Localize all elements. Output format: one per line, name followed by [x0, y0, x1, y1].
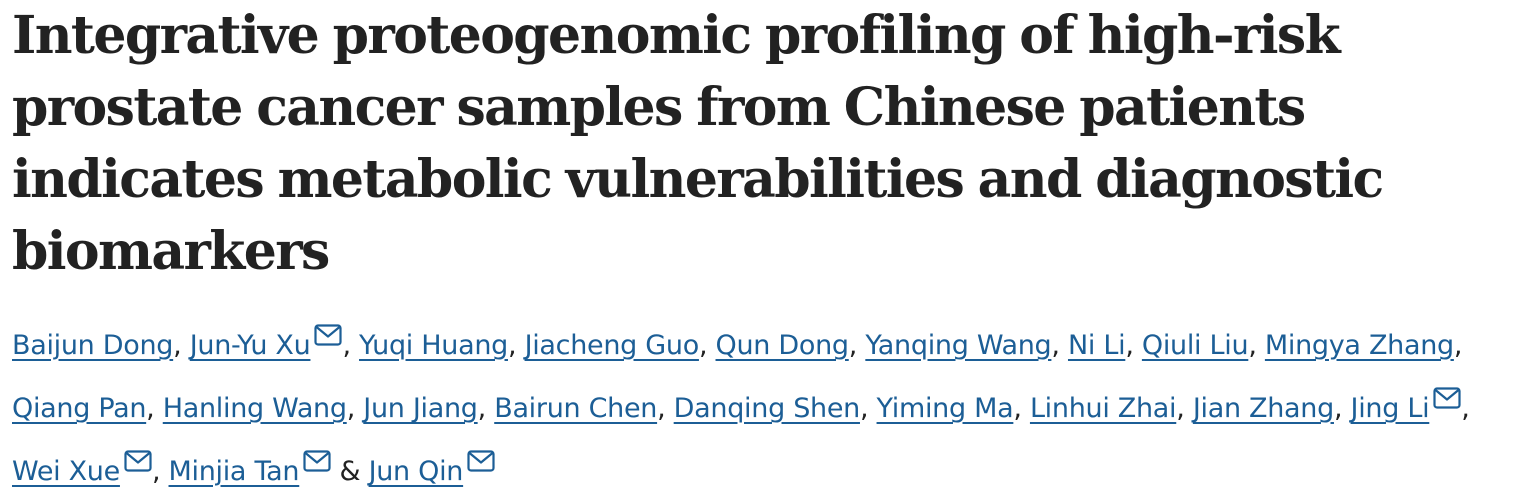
author-separator: ,: [346, 393, 364, 424]
author-link[interactable]: Baijun Dong: [12, 330, 174, 361]
author-link[interactable]: Qiang Pan: [12, 393, 147, 424]
author-separator: ,: [477, 393, 495, 424]
author-link[interactable]: Hanling Wang: [162, 393, 347, 424]
author-separator: ,: [698, 330, 716, 361]
author-separator: ,: [657, 393, 674, 424]
author-separator: ,: [1461, 393, 1470, 424]
author-link[interactable]: Jing Li: [1350, 393, 1430, 424]
author-separator: ,: [1333, 393, 1351, 424]
author-link[interactable]: Jun-Yu Xu: [189, 330, 311, 361]
author-separator: ,: [1453, 330, 1463, 361]
envelope-icon[interactable]: [467, 450, 495, 472]
author-separator: ,: [1176, 393, 1193, 424]
envelope-icon[interactable]: [1433, 387, 1461, 409]
author-link[interactable]: Ni Li: [1067, 330, 1126, 361]
author-separator: ,: [173, 330, 190, 361]
author-separator: ,: [859, 393, 877, 424]
article-header: Integrative proteogenomic profiling of h…: [12, 0, 1517, 503]
author-link[interactable]: Yanqing Wang: [865, 330, 1052, 361]
author-separator: ,: [507, 330, 525, 361]
author-separator: ,: [1051, 330, 1068, 361]
author-separator: ,: [1013, 393, 1030, 424]
author-separator: ,: [1125, 330, 1142, 361]
article-title: Integrative proteogenomic profiling of h…: [12, 5, 1384, 282]
envelope-icon[interactable]: [303, 450, 331, 472]
author-separator: ,: [848, 330, 866, 361]
author-link[interactable]: Yiming Ma: [876, 393, 1014, 424]
author-separator: ,: [342, 330, 360, 361]
author-link[interactable]: Wei Xue: [12, 456, 120, 487]
author-link[interactable]: Yuqi Huang: [359, 330, 508, 361]
author-link[interactable]: Jiacheng Guo: [524, 330, 700, 361]
author-link[interactable]: Minjia Tan: [168, 456, 300, 487]
author-separator: ,: [151, 456, 169, 487]
author-link[interactable]: Bairun Chen: [494, 393, 658, 424]
author-link[interactable]: Jian Zhang: [1192, 393, 1334, 424]
author-conjunction: &: [331, 456, 369, 487]
author-link[interactable]: Jun Qin: [368, 456, 464, 487]
author-separator: ,: [1248, 330, 1265, 361]
author-link[interactable]: Danqing Shen: [673, 393, 861, 424]
author-link[interactable]: Qiuli Liu: [1141, 330, 1249, 361]
envelope-icon[interactable]: [314, 324, 343, 346]
envelope-icon[interactable]: [124, 450, 152, 472]
author-link[interactable]: Qun Dong: [715, 330, 850, 361]
author-link[interactable]: Jun Jiang: [363, 393, 478, 424]
author-list: Baijun Dong, Jun-Yu Xu, Yuqi Huang, Jiac…: [12, 314, 1517, 503]
author-link[interactable]: Mingya Zhang: [1264, 330, 1454, 361]
author-link[interactable]: Linhui Zhai: [1029, 393, 1177, 424]
author-separator: ,: [146, 393, 163, 424]
